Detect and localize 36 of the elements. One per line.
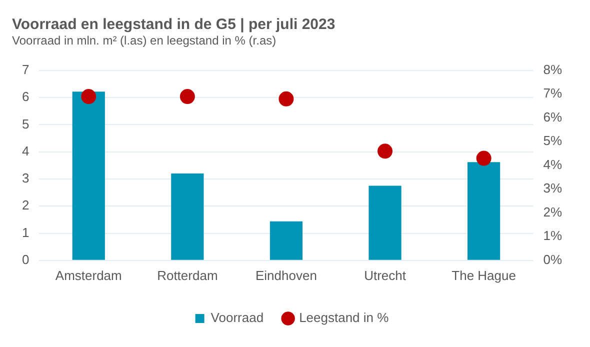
y2-tick-label: 8% — [543, 62, 562, 77]
y-tick-label: 3 — [22, 170, 30, 186]
bar — [171, 174, 204, 260]
y-tick-label: 7 — [22, 62, 30, 77]
x-tick-label: Utrecht — [364, 268, 406, 283]
x-tick-label: Eindhoven — [255, 268, 317, 283]
legend-label: Leegstand in % — [299, 310, 390, 326]
y-tick-label: 0 — [22, 252, 30, 267]
point — [278, 91, 294, 106]
chart-title: Voorraad en leegstand in de G5 | per juli 2023 — [12, 16, 336, 34]
y-tick-label: 1 — [22, 224, 30, 240]
x-tick-label: Amsterdam — [55, 268, 122, 283]
y-tick-label: 5 — [22, 116, 30, 132]
bar — [270, 221, 303, 260]
chart-subtitle: Voorraad in mln. m² (l.as) en leegstand in % (r.as) — [12, 34, 276, 48]
bar — [468, 162, 500, 260]
y-tick-label: 6 — [22, 89, 30, 104]
bar — [368, 186, 402, 260]
y2-tick-label: 5% — [543, 133, 562, 148]
y2-tick-label: 4% — [543, 156, 562, 172]
point — [476, 150, 492, 166]
legend-label: Voorraad — [210, 310, 264, 326]
y2-tick-label: 6% — [543, 109, 562, 124]
y2-tick-label: 2% — [543, 204, 562, 220]
y2-tick-label: 1% — [543, 228, 562, 244]
x-tick-label: Rotterdam — [157, 268, 218, 283]
y2-tick-label: 3% — [543, 180, 562, 196]
y2-tick-label: 0% — [543, 252, 562, 267]
y2-tick-label: 7% — [543, 86, 562, 101]
x-tick-label: The Hague — [452, 268, 516, 283]
point — [180, 89, 195, 104]
y-tick-label: 4 — [22, 143, 30, 158]
point — [81, 89, 96, 104]
y-tick-label: 2 — [22, 198, 30, 213]
bar — [72, 92, 105, 260]
point — [378, 144, 393, 159]
